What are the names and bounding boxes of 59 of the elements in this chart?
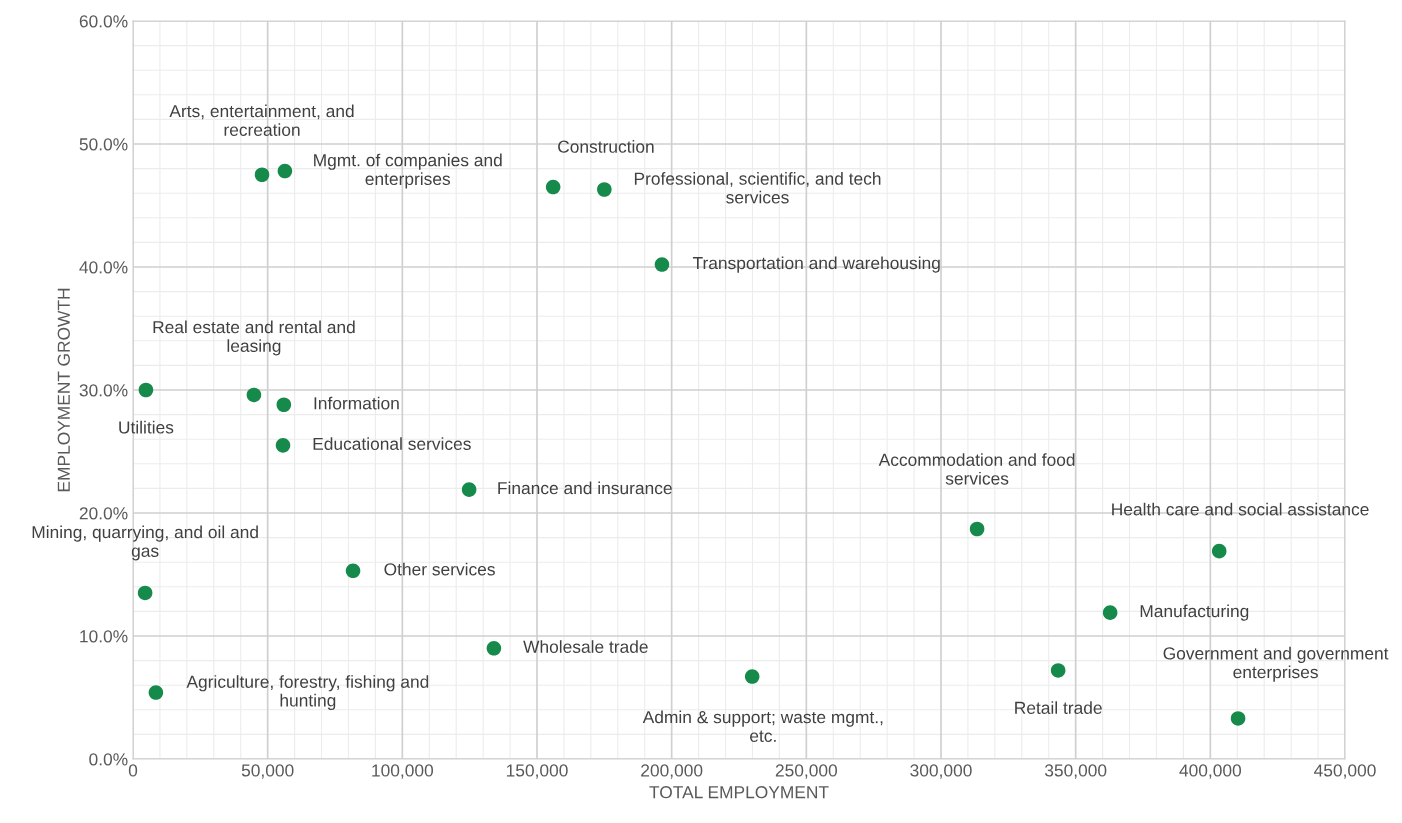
point [1211,543,1227,559]
point [138,382,154,398]
annotation: Retail trade [1015,701,1102,714]
point [276,397,292,413]
point [461,482,477,497]
point [148,685,164,700]
point [654,257,670,272]
x-tick-label: 250,000 [775,764,838,779]
annotation: Transportation and warehousing [692,256,940,273]
y-tick-label: 30.0% [79,384,128,397]
annotation: Other services [384,562,495,576]
annotation: Health care and social assistance [1112,502,1369,516]
point [545,179,561,195]
annotation: Government and government enterprises [1163,646,1389,682]
y-axis-title: EMPLOYMENT GROWTH [57,288,70,492]
annotation: Educational services [313,437,471,451]
y-tick-label: 20.0% [79,507,128,520]
x-tick-label: 450,000 [1314,764,1376,779]
annotation: Arts, entertainment, and recreation [169,104,354,136]
point [277,163,293,179]
annotation: Professional, scientific, and tech services [634,172,881,204]
annotation: Mgmt. of companies and enterprises [314,153,502,189]
point [486,641,502,656]
x-tick-label: 400,000 [1179,764,1242,779]
annotation: Admin & support; waste mgmt., etc. [642,710,883,742]
x-tick-label: 50,000 [241,764,294,779]
annotation: Manufacturing [1140,604,1249,621]
annotation: Finance and insurance [498,481,672,495]
point [1050,663,1066,678]
annotation: Construction [558,140,654,153]
point [275,438,291,453]
annotation: Mining, quarrying, and oil and gas [32,525,258,561]
y-tick-label: 0.0% [89,753,128,766]
x-tick-label: 350,000 [1044,764,1107,779]
x-tick-label: 0 [128,764,138,777]
annotation: Wholesale trade [523,640,648,653]
point [137,585,153,601]
annotation: Agriculture, forestry, fishing and hunting [186,675,429,711]
annotation: Accommodation and food services [878,453,1075,485]
point [597,182,612,197]
point [744,669,760,684]
point [969,521,985,537]
x-tick-label: 100,000 [372,764,434,779]
point [254,167,270,183]
annotation: Real estate and rental and leasing [153,320,355,356]
y-tick-label: 10.0% [80,630,128,643]
y-tick-label: 50.0% [79,138,128,151]
point [345,563,361,579]
y-tick-label: 60.0% [79,15,128,28]
x-axis-title: TOTAL EMPLOYMENT [649,786,829,799]
annotation: Information [314,396,399,410]
x-tick-label: 300,000 [910,764,972,779]
x-tick-label: 150,000 [506,764,568,779]
point [1102,605,1118,620]
y-tick-label: 40.0% [79,261,128,274]
annotation: Utilities [119,420,174,434]
point [246,387,262,403]
x-tick-label: 200,000 [641,764,703,779]
point [1230,711,1246,726]
